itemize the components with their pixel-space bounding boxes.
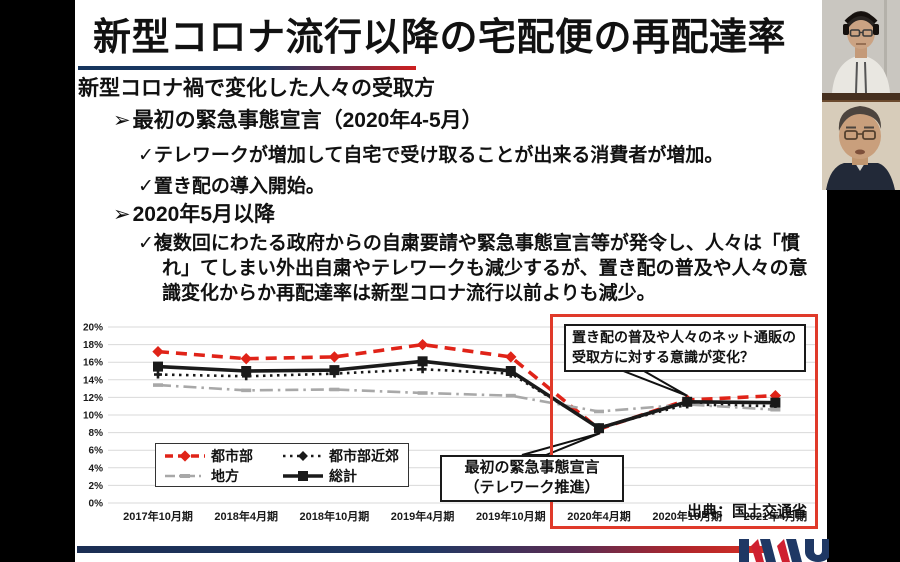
presentation-slide: 新型コロナ流行以降の宅配便の再配達率 新型コロナ禍で変化した人々の受取方 ➢最初…: [75, 0, 829, 562]
annotation-okihai-awareness: 置き配の普及や人々のネット通販の受取方に対する意識が変化？: [564, 324, 806, 372]
svg-text:20%: 20%: [83, 323, 103, 334]
sub-bullet-telework: ✓テレワークが増加して自宅で受け取ることが出来る消費者が増加。: [138, 145, 724, 166]
legend-marker-rural-icon: [165, 474, 205, 478]
svg-text:2%: 2%: [89, 481, 104, 492]
svg-text:2018年10月期: 2018年10月期: [300, 509, 370, 523]
legend-item-rural: 地方: [164, 466, 282, 486]
arrow-bullet-icon: ➢: [113, 203, 131, 226]
svg-text:2020年10月期: 2020年10月期: [652, 509, 722, 523]
title-underline: [78, 66, 416, 70]
legend-label-rural: 地方: [211, 468, 239, 484]
arrow-bullet-icon: ➢: [113, 109, 131, 132]
svg-text:2018年4月期: 2018年4月期: [214, 509, 278, 523]
svg-text:2020年4月期: 2020年4月期: [567, 509, 631, 523]
legend-marker-total-icon: [283, 471, 323, 481]
svg-text:6%: 6%: [89, 446, 104, 457]
source-credit: 出典：国土交通省: [687, 503, 808, 520]
legend-marker-suburb-icon: [283, 451, 323, 461]
legend-marker-urban-icon: [165, 450, 205, 462]
svg-text:12%: 12%: [83, 393, 103, 404]
chart-legend: 都市部 都市部近郊 地方 総計: [155, 443, 409, 487]
sub-bullet-multiple-declarations: ✓複数回にわたる政府からの自粛要請や緊急事態宣言等が発令し、人々は「慣れ」てしま…: [138, 233, 808, 304]
legend-item-urban: 都市部: [164, 446, 282, 466]
company-logo: [739, 539, 829, 562]
callout-line1: 最初の緊急事態宣言: [464, 459, 600, 476]
svg-text:2021年4月期: 2021年4月期: [744, 509, 808, 523]
highlight-box-covid-period: [550, 314, 818, 529]
svg-text:8%: 8%: [89, 428, 104, 439]
svg-text:14%: 14%: [83, 375, 103, 386]
bullet-after-may-2020: ➢2020年5月以降: [113, 198, 275, 228]
svg-text:10%: 10%: [83, 411, 103, 422]
svg-text:2019年10月期: 2019年10月期: [476, 509, 546, 523]
bullet-after-may-2020-text: 2020年5月以降: [132, 203, 276, 226]
video-panel: [822, 0, 900, 190]
slide-footer-bar: [77, 546, 771, 553]
slide-title: 新型コロナ流行以降の宅配便の再配達率: [93, 17, 787, 59]
slide-subtitle: 新型コロナ禍で変化した人々の受取方: [78, 77, 435, 100]
svg-text:2019年4月期: 2019年4月期: [391, 509, 455, 523]
svg-text:0%: 0%: [89, 499, 104, 510]
callout-first-emergency: 最初の緊急事態宣言 （テレワーク推進）: [440, 455, 624, 502]
legend-item-total: 総計: [282, 466, 400, 486]
legend-label-suburb: 都市部近郊: [329, 448, 399, 464]
webcam-feed-2: [822, 93, 900, 190]
svg-text:4%: 4%: [89, 463, 104, 474]
bullet-first-emergency: ➢最初の緊急事態宣言（2020年4-5月）: [113, 104, 483, 134]
sub-bullet-okihai: ✓置き配の導入開始。: [138, 176, 325, 197]
legend-label-total: 総計: [329, 468, 357, 484]
legend-item-suburb: 都市部近郊: [282, 446, 400, 466]
webcam-feed-1: [822, 0, 900, 93]
svg-text:18%: 18%: [83, 340, 103, 351]
svg-text:2017年10月期: 2017年10月期: [123, 509, 193, 523]
bullet-first-emergency-text: 最初の緊急事態宣言（2020年4-5月）: [132, 109, 483, 132]
redelivery-rate-line-chart: 0% 2% 4% 6% 8% 10% 12% 14% 16% 18% 20% 2017年10月期 201…: [83, 323, 817, 523]
svg-text:16%: 16%: [83, 358, 103, 369]
callout-line2: （テレワーク推進）: [464, 479, 600, 497]
legend-label-urban: 都市部: [211, 448, 253, 464]
